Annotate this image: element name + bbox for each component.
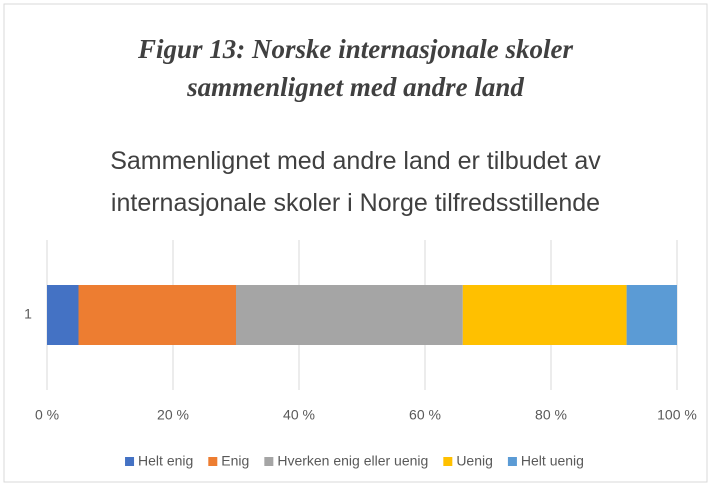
legend-swatch [125,457,135,466]
chart-title-box: Sammenlignet med andre land er tilbudet … [0,140,711,224]
figure-caption: Figur 13: Norske internasjonale skoler s… [137,34,574,102]
bar-segment [47,285,79,345]
bar-segment [78,285,236,345]
x-tick-label: 40 % [283,407,315,423]
x-tick-label: 100 % [657,407,697,423]
legend-swatch [443,457,453,466]
legend-label: Hverken enig eller uenig [277,453,428,469]
legend-label: Helt enig [138,453,193,469]
legend-swatch [507,457,517,466]
x-tick-label: 80 % [535,407,567,423]
legend-swatch [208,457,218,466]
legend-label: Helt uenig [521,453,584,469]
legend-label: Uenig [456,453,493,469]
x-tick-label: 60 % [409,407,441,423]
figure-caption-box: Figur 13: Norske internasjonale skoler s… [0,30,711,106]
bar-segment [236,285,463,345]
frame [3,3,708,483]
x-tick-label: 20 % [157,407,189,423]
y-tick-label: 1 [24,306,32,322]
chart-title: Sammenlignet med andre land er tilbudet … [110,147,601,217]
x-tick-label: 0 % [35,407,59,423]
legend-swatch [264,457,274,466]
bar-segment [462,285,627,345]
bar-segment [626,285,677,345]
legend-label: Enig [221,453,249,469]
